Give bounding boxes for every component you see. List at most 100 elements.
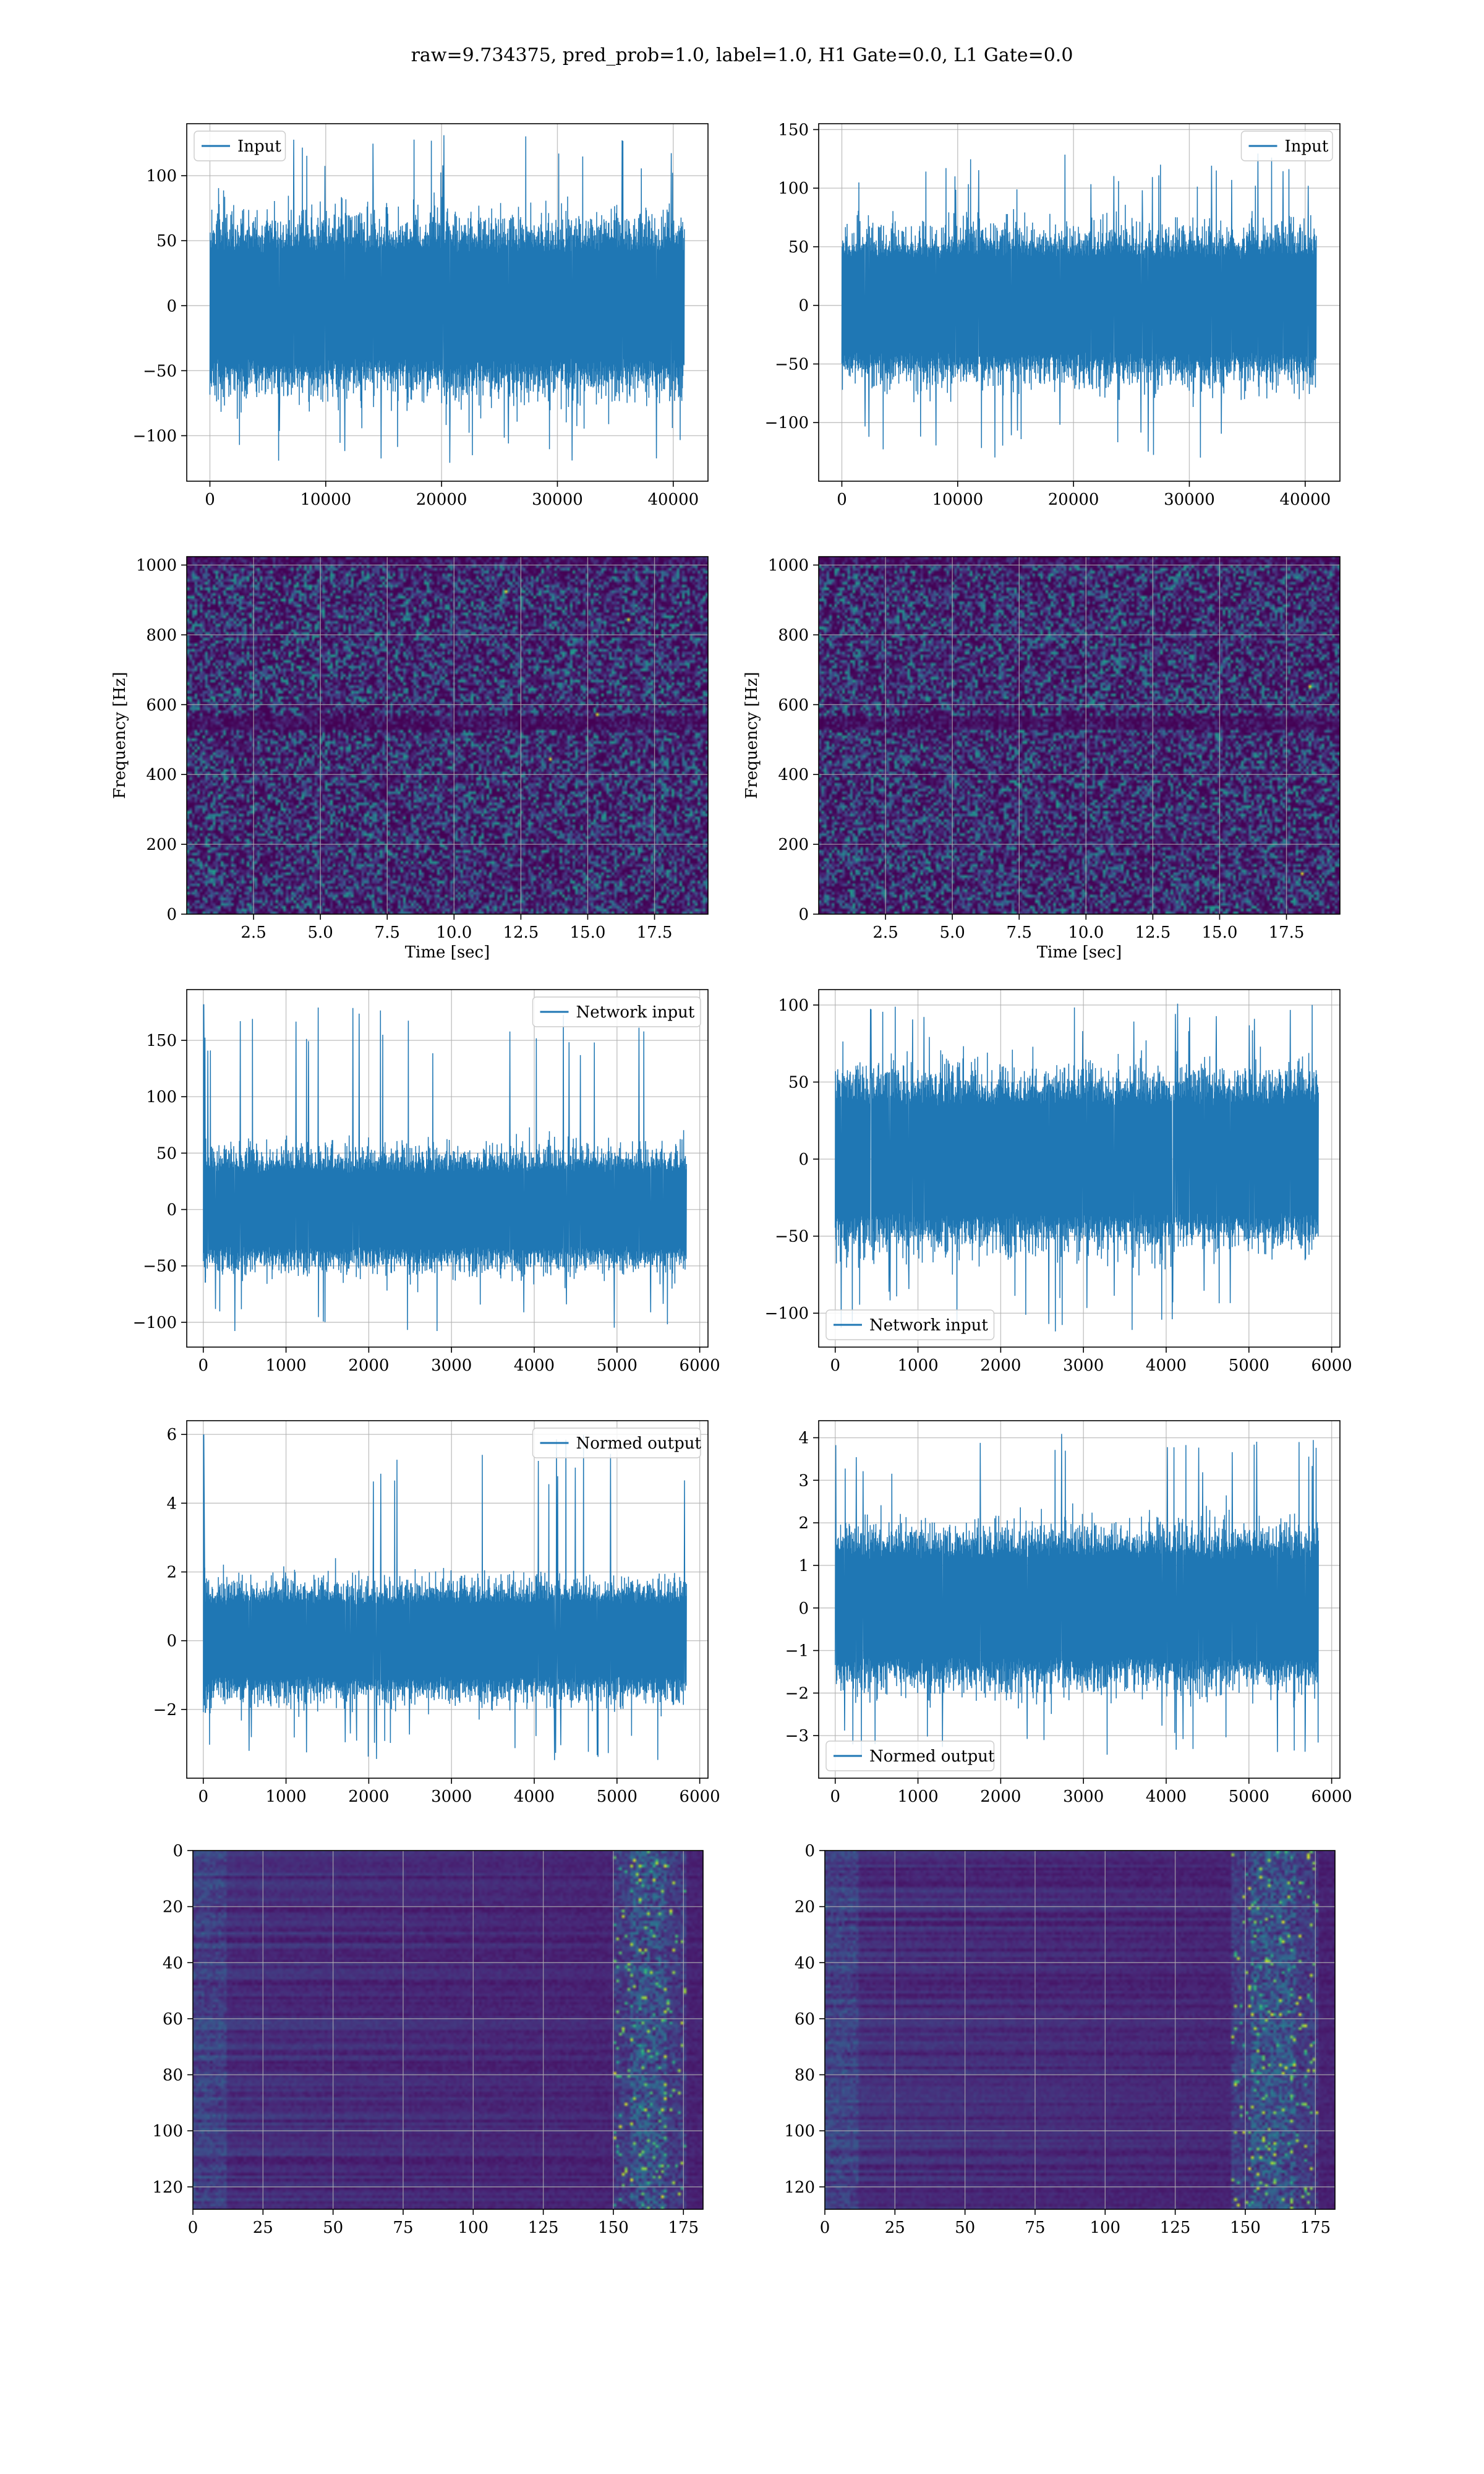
x-tick-label: 2000	[980, 1356, 1021, 1375]
signal-trace	[835, 1003, 1319, 1332]
x-tick-label: 75	[1025, 2219, 1045, 2237]
legend-label: Normed output	[869, 1747, 995, 1766]
x-tick-label: 25	[885, 2219, 905, 2237]
axes-frame	[186, 989, 709, 1348]
series-normed-output-l1	[835, 1434, 1319, 1756]
x-tick-label: 17.5	[637, 923, 673, 942]
x-tick-label: 10.0	[436, 923, 472, 942]
axes-frame	[818, 1420, 1341, 1779]
x-tick-label: 30000	[1164, 490, 1215, 509]
x-tick-label: 6000	[1311, 1787, 1352, 1806]
x-axis-label: Time [sec]	[405, 943, 490, 962]
feature-map-image	[825, 1851, 1335, 2209]
axes-frame	[186, 123, 709, 482]
axes-frame	[186, 556, 709, 915]
x-tick-label: 1000	[897, 1356, 938, 1375]
x-tick-label: 5.0	[939, 923, 965, 942]
signal-trace	[209, 135, 685, 463]
x-tick-label: 0	[830, 1787, 840, 1806]
x-tick-label: 0	[837, 490, 847, 509]
y-tick-label: 0	[798, 1599, 809, 1618]
y-tick-label: 200	[778, 836, 809, 854]
legend-box	[194, 131, 286, 161]
x-tick-label: 0	[198, 1787, 208, 1806]
y-tick-label: −1	[785, 1642, 809, 1661]
y-tick-label: 60	[795, 2010, 815, 2029]
x-tick-label: 1000	[265, 1787, 306, 1806]
x-tick-label: 2.5	[241, 923, 266, 942]
y-tick-label: 50	[156, 1144, 177, 1163]
x-tick-label: 15.0	[1202, 923, 1238, 942]
y-tick-label: 1000	[136, 557, 177, 575]
y-tick-label: −2	[153, 1701, 177, 1719]
x-tick-label: 12.5	[1135, 923, 1171, 942]
series-input-l1	[841, 153, 1317, 458]
series-network-input-l1	[835, 1003, 1319, 1332]
x-tick-label: 0	[188, 2219, 198, 2237]
axes-normed-output-l1: 0 1000 2000 3000 4000 5000 6000 −3 −2 −1 0 1 2 3 4	[785, 1420, 1352, 1806]
x-tick-label: 150	[598, 2219, 629, 2237]
y-tick-label: 0	[798, 1150, 809, 1169]
y-tick-label: 6	[166, 1426, 177, 1444]
x-tick-label: 50	[955, 2219, 975, 2237]
y-tick-label: 50	[788, 238, 809, 257]
axes-frame	[186, 1420, 709, 1779]
y-tick-label: 600	[778, 696, 809, 714]
x-tick-label: 0	[205, 490, 215, 509]
x-tick-label: 125	[1160, 2219, 1191, 2237]
x-tick-label: 30000	[532, 490, 583, 509]
y-tick-label: 4	[798, 1429, 809, 1448]
x-tick-label: 25	[253, 2219, 273, 2237]
x-tick-label: 3000	[1063, 1356, 1104, 1375]
legend-label: Network input	[869, 1316, 988, 1335]
y-tick-label: 20	[795, 1898, 815, 1917]
y-tick-label: 0	[166, 297, 177, 315]
x-tick-label: 0	[820, 2219, 830, 2237]
x-tick-label: 6000	[680, 1356, 720, 1375]
y-tick-label: 80	[163, 2066, 183, 2085]
x-tick-label: 175	[668, 2219, 699, 2237]
legend-label: Input	[1285, 137, 1329, 156]
axes-spectrogram-l1: 2.5 5.0 7.5 10.0 12.5 15.0 17.5 0 200 400 600 800 10…	[743, 556, 1341, 962]
y-tick-label: 0	[798, 297, 809, 315]
y-tick-label: −50	[143, 1257, 177, 1276]
y-tick-label: 3	[798, 1471, 809, 1490]
y-tick-label: 0	[166, 905, 177, 924]
y-tick-label: 2	[166, 1564, 177, 1582]
axes-frame	[818, 556, 1341, 915]
x-tick-label: 0	[830, 1356, 840, 1375]
x-tick-label: 4000	[1146, 1356, 1187, 1375]
y-tick-label: 4	[166, 1494, 177, 1513]
y-tick-label: 20	[163, 1898, 183, 1917]
x-tick-label: 2.5	[872, 923, 898, 942]
x-tick-label: 3000	[431, 1787, 472, 1806]
legend-label: Network input	[576, 1003, 695, 1022]
y-tick-label: 150	[146, 1032, 177, 1050]
x-tick-label: 125	[528, 2219, 559, 2237]
x-tick-label: 6000	[680, 1787, 720, 1806]
y-tick-label: 100	[152, 2122, 183, 2141]
x-tick-label: 50	[323, 2219, 343, 2237]
x-axis-label: Time [sec]	[1037, 943, 1122, 962]
x-tick-label: 3000	[1063, 1787, 1104, 1806]
legend: Normed output	[825, 1740, 995, 1771]
series-normed-output-h1	[203, 1434, 687, 1760]
x-tick-label: 40000	[647, 490, 699, 509]
x-tick-label: 2000	[348, 1356, 389, 1375]
x-tick-label: 7.5	[375, 923, 400, 942]
x-tick-label: 5000	[597, 1787, 638, 1806]
y-tick-label: −2	[785, 1684, 809, 1703]
y-tick-label: 0	[798, 905, 809, 924]
y-tick-label: 0	[166, 1632, 177, 1651]
x-tick-label: 4000	[1146, 1787, 1187, 1806]
y-tick-label: −3	[785, 1727, 809, 1745]
x-tick-label: 100	[458, 2219, 488, 2237]
x-tick-label: 3000	[431, 1356, 472, 1375]
y-axis-label: Frequency [Hz]	[111, 672, 129, 799]
initial-spike	[203, 1434, 207, 1713]
x-tick-label: 5000	[597, 1356, 638, 1375]
figure-title: raw=9.734375, pred_prob=1.0, label=1.0, …	[411, 45, 1073, 66]
y-tick-label: 100	[146, 1088, 177, 1106]
legend: Input	[1240, 131, 1333, 161]
